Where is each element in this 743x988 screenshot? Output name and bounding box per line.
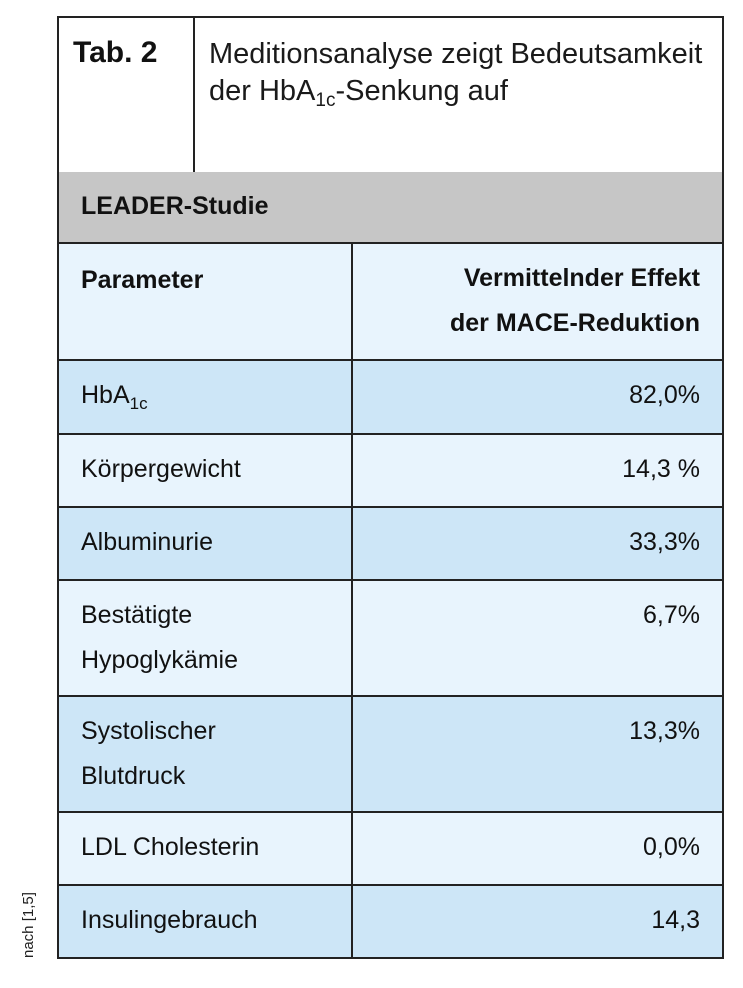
row-parameter: Insulingebrauch [81,906,258,934]
column-header-effect: Vermittelnder Effekt der MACE-Reduktion [450,256,700,346]
table-number: Tab. 2 [59,18,195,172]
param-line1: Bestätigte [81,601,193,629]
param-text: HbA [81,381,130,409]
table-row: Bestätigte Hypoglykämie 6,7% [59,581,722,697]
column-header-effect-line2: der MACE-Reduktion [450,309,700,337]
row-value: 82,0% [629,381,700,409]
row-value: 14,3 % [622,455,700,483]
column-header-effect-line1: Vermittelnder Effekt [463,264,700,292]
column-header-row: Parameter Vermittelnder Effekt der MACE-… [59,244,722,361]
param-line1: Systolischer [81,717,216,745]
row-parameter: Bestätigte Hypoglykämie [81,593,238,683]
row-value: 0,0% [643,833,700,861]
table-frame: Tab. 2 Meditionsanalyse zeigt Bedeutsamk… [57,16,724,959]
param-subscript: 1c [129,394,148,413]
title-text-1: Meditionsanalyse zeigt Bedeutsamkeit der… [209,38,703,107]
param-line2: Hypoglykämie [81,646,239,674]
param-line2: Blutdruck [81,762,186,790]
table-row: Körpergewicht 14,3 % [59,435,722,508]
table-row: Insulingebrauch 14,3 [59,886,722,959]
row-value: 33,3% [629,528,700,556]
row-value: 13,3% [629,717,700,745]
row-parameter: LDL Cholesterin [81,833,260,861]
row-value: 14,3 [651,906,700,934]
table-row: Albuminurie 33,3% [59,508,722,581]
table-title: Meditionsanalyse zeigt Bedeutsamkeit der… [209,36,712,110]
row-parameter: Albuminurie [81,528,214,556]
row-parameter: Systolischer Blutdruck [81,709,216,799]
table-row: LDL Cholesterin 0,0% [59,813,722,886]
row-parameter: Körpergewicht [81,455,241,483]
source-note: nach [1,5] [20,892,37,958]
row-value: 6,7% [643,601,700,629]
table-title-row: Tab. 2 Meditionsanalyse zeigt Bedeutsamk… [59,18,722,174]
title-text-2: -Senkung auf [335,75,508,107]
title-subscript: 1c [315,90,336,111]
table-row: HbA1c 82,0% [59,361,722,435]
study-heading: LEADER-Studie [59,172,722,244]
row-parameter: HbA1c [81,373,148,418]
column-divider [351,244,353,957]
table-row: Systolischer Blutdruck 13,3% [59,697,722,813]
column-header-parameter: Parameter [81,266,204,294]
